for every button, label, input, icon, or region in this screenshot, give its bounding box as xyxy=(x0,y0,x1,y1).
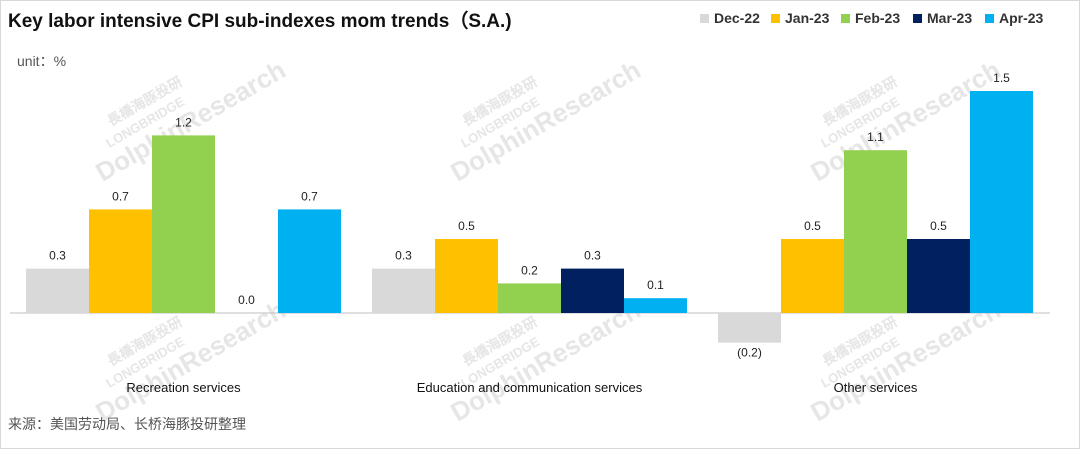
legend-swatch-feb-23 xyxy=(841,14,850,23)
category-label-2: Other services xyxy=(834,380,918,395)
bar-apr-23-1 xyxy=(624,298,687,313)
data-label-apr-23-0: 0.7 xyxy=(301,189,318,203)
data-label-mar-23-2: 0.5 xyxy=(930,219,947,233)
data-label-feb-23-1: 0.2 xyxy=(521,263,538,277)
data-label-mar-23-0: 0.0 xyxy=(238,293,255,307)
legend: Dec-22 Jan-23 Feb-23 Mar-23 Apr-23 xyxy=(700,10,1044,26)
data-label-dec-22-1: 0.3 xyxy=(395,249,412,263)
bar-feb-23-2 xyxy=(844,150,907,313)
bar-jan-23-1 xyxy=(435,239,498,313)
unit-label: unit：% xyxy=(17,53,66,69)
source-note: 来源：美国劳动局、长桥海豚投研整理 xyxy=(8,416,246,432)
plot-area: 0.3 0.7 1.2 0.0 0.7 Recreation services 0.3 0.5… xyxy=(10,71,1050,395)
legend-label-mar-23: Mar-23 xyxy=(927,10,972,26)
bar-mar-23-1 xyxy=(561,268,624,313)
bar-feb-23-1 xyxy=(498,283,561,313)
legend-swatch-mar-23 xyxy=(913,14,922,23)
data-label-jan-23-1: 0.5 xyxy=(458,219,475,233)
bar-apr-23-2 xyxy=(970,91,1033,313)
bar-dec-22-0 xyxy=(26,268,89,313)
data-label-jan-23-0: 0.7 xyxy=(112,189,129,203)
data-label-jan-23-2: 0.5 xyxy=(804,219,821,233)
category-label-0: Recreation services xyxy=(126,380,241,395)
legend-label-dec-22: Dec-22 xyxy=(714,10,760,26)
data-label-mar-23-1: 0.3 xyxy=(584,249,601,263)
chart-title: Key labor intensive CPI sub-indexes mom … xyxy=(8,9,512,32)
legend-swatch-dec-22 xyxy=(700,14,709,23)
category-label-1: Education and communication services xyxy=(417,380,643,395)
bar-jan-23-0 xyxy=(89,209,152,313)
bar-apr-23-0 xyxy=(278,209,341,313)
data-label-apr-23-2: 1.5 xyxy=(993,71,1010,85)
legend-swatch-jan-23 xyxy=(771,14,780,23)
bar-dec-22-1 xyxy=(372,268,435,313)
legend-label-jan-23: Jan-23 xyxy=(785,10,830,26)
data-label-feb-23-0: 1.2 xyxy=(175,115,192,129)
bar-feb-23-0 xyxy=(152,135,215,313)
data-label-dec-22-2: (0.2) xyxy=(737,346,762,360)
legend-label-apr-23: Apr-23 xyxy=(999,10,1044,26)
bar-mar-23-2 xyxy=(907,239,970,313)
data-label-dec-22-0: 0.3 xyxy=(49,249,66,263)
legend-swatch-apr-23 xyxy=(985,14,994,23)
bar-dec-22-2 xyxy=(718,313,781,343)
data-label-feb-23-2: 1.1 xyxy=(867,130,884,144)
legend-label-feb-23: Feb-23 xyxy=(855,10,900,26)
bar-jan-23-2 xyxy=(781,239,844,313)
data-label-apr-23-1: 0.1 xyxy=(647,278,664,292)
